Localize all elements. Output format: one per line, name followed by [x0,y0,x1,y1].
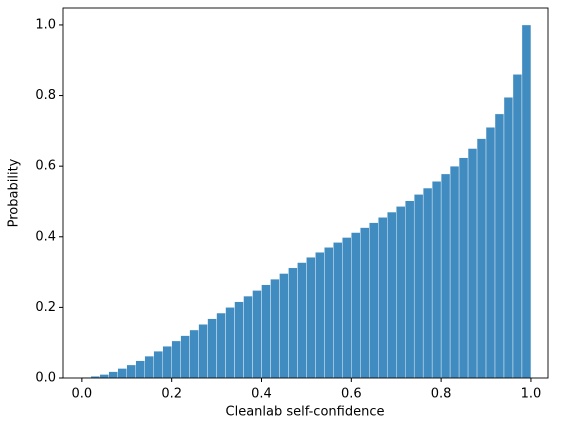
bar [476,138,487,379]
bar [171,340,181,379]
y-tick-label: 1.0 [35,17,56,32]
bar [234,301,244,379]
bar [324,247,334,379]
bar [144,355,154,379]
bar [387,211,397,379]
bar [485,127,496,379]
bar [431,181,442,379]
bar [333,242,343,379]
bar [467,148,478,379]
bar [207,318,217,379]
bar [521,24,532,379]
y-tick-label: 0.0 [35,371,56,386]
x-tick-label: 0.8 [431,387,452,402]
bar [126,364,136,379]
bar [449,165,460,379]
bar [494,113,505,379]
y-tick-label: 0.8 [35,88,56,103]
bar [108,371,118,379]
bar [315,252,325,379]
bar [216,312,226,379]
bar [288,267,298,379]
y-tick-label: 0.4 [35,229,56,244]
bar [261,284,271,379]
bar [351,232,361,379]
x-axis-label: Cleanlab self-confidence [226,405,385,420]
x-tick-label: 1.0 [521,387,542,402]
bar [404,200,415,379]
x-tick-label: 0.2 [161,387,182,402]
bar [180,335,190,379]
bar [413,194,424,379]
bar [458,157,469,379]
bar [422,187,433,379]
bar [153,350,163,379]
bar [117,368,127,379]
bar [198,324,208,379]
bar [512,74,523,379]
bar [396,206,406,379]
bar [279,273,289,379]
bar [270,278,280,379]
bar [378,217,388,379]
x-tick-label: 0.4 [251,387,272,402]
axes-frame [62,7,549,379]
x-tick-label: 0.6 [341,387,362,402]
bar [252,290,262,379]
bar [342,237,352,379]
bar [306,257,316,379]
bar [503,97,514,379]
bar [369,222,379,379]
bar [99,374,110,379]
bar [440,173,451,379]
y-axis-label: Probability [7,158,22,227]
bar [297,262,307,379]
y-tick-label: 0.2 [35,300,56,315]
y-tick-label: 0.6 [35,159,56,174]
bar [162,346,172,379]
x-tick-label: 0.0 [72,387,93,402]
bar [360,227,370,379]
bar [189,329,199,379]
bar [243,295,253,379]
bar [135,360,145,379]
bar [225,307,235,379]
